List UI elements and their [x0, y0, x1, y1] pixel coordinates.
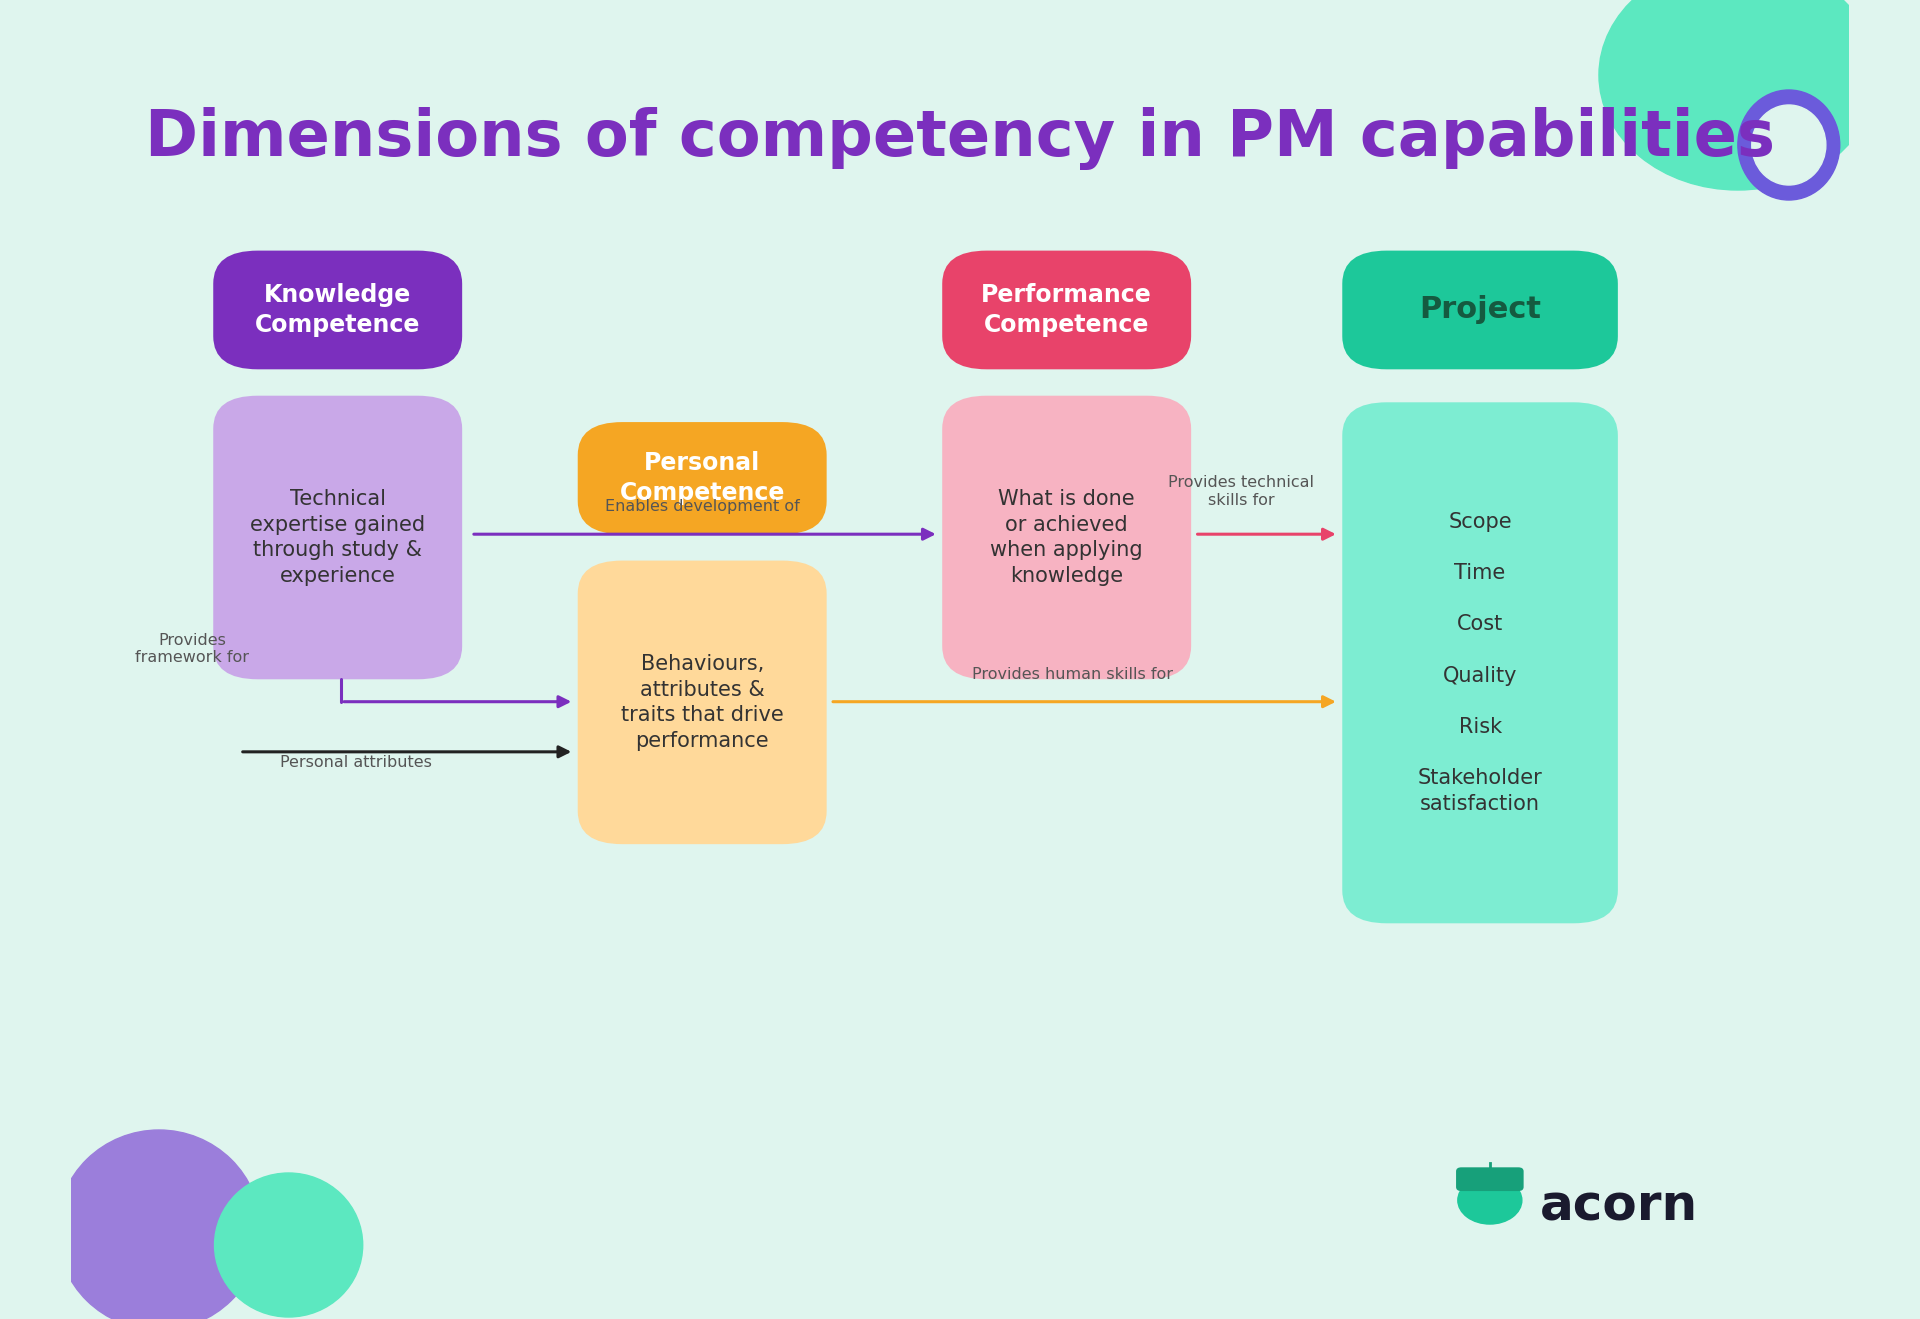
Text: Personal
Competence: Personal Competence: [620, 451, 785, 505]
Text: Scope

Time

Cost

Quality

Risk

Stakeholder
satisfaction: Scope Time Cost Quality Risk Stakeholder…: [1417, 512, 1542, 814]
Text: Technical
expertise gained
through study &
experience: Technical expertise gained through study…: [250, 489, 424, 586]
Text: Knowledge
Competence: Knowledge Competence: [255, 282, 420, 338]
Text: Provides technical
skills for: Provides technical skills for: [1167, 475, 1313, 508]
Text: acorn: acorn: [1540, 1183, 1697, 1231]
Ellipse shape: [215, 1173, 363, 1316]
FancyBboxPatch shape: [943, 251, 1190, 369]
Ellipse shape: [1751, 106, 1826, 185]
Text: Provides human skills for: Provides human skills for: [972, 667, 1173, 682]
Text: Enables development of: Enables development of: [605, 500, 799, 514]
FancyBboxPatch shape: [1455, 1167, 1524, 1191]
Ellipse shape: [58, 1130, 261, 1319]
Ellipse shape: [1599, 0, 1876, 190]
Circle shape: [1457, 1177, 1523, 1224]
Text: What is done
or achieved
when applying
knowledge: What is done or achieved when applying k…: [991, 489, 1142, 586]
Text: Behaviours,
attributes &
traits that drive
performance: Behaviours, attributes & traits that dri…: [620, 654, 783, 751]
FancyBboxPatch shape: [213, 396, 463, 679]
Text: Dimensions of competency in PM capabilities: Dimensions of competency in PM capabilit…: [146, 107, 1774, 170]
FancyBboxPatch shape: [1342, 402, 1619, 923]
Text: Personal attributes: Personal attributes: [280, 756, 432, 770]
FancyBboxPatch shape: [1342, 251, 1619, 369]
FancyBboxPatch shape: [943, 396, 1190, 679]
FancyBboxPatch shape: [578, 561, 828, 844]
Text: Provides
framework for: Provides framework for: [134, 633, 250, 665]
Text: Performance
Competence: Performance Competence: [981, 282, 1152, 338]
Text: Project: Project: [1419, 295, 1542, 324]
Ellipse shape: [1738, 90, 1839, 200]
FancyBboxPatch shape: [213, 251, 463, 369]
FancyBboxPatch shape: [578, 422, 828, 534]
